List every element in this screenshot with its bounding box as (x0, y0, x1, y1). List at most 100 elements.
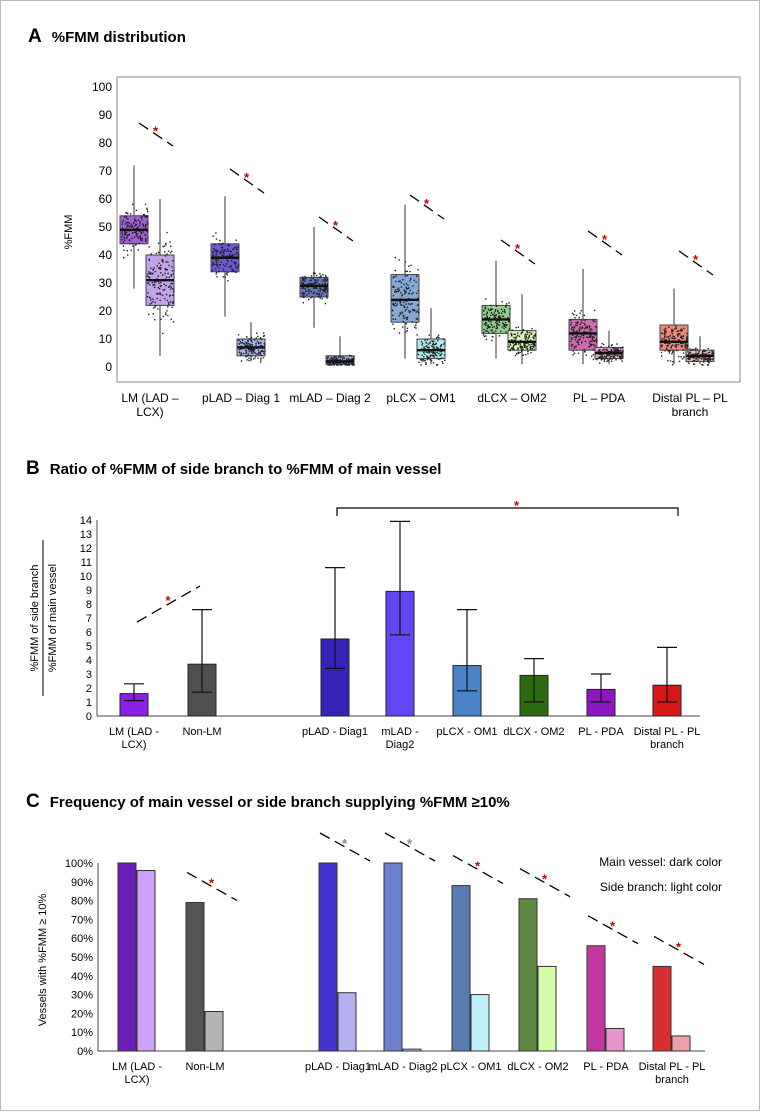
data-point (570, 321, 573, 324)
data-point (168, 276, 170, 278)
data-point (683, 355, 685, 358)
data-point (425, 362, 427, 364)
data-point (336, 359, 339, 361)
bar-main-vessel (451, 885, 471, 1052)
data-point (347, 358, 349, 360)
data-point (666, 336, 668, 338)
data-point (171, 266, 173, 268)
data-point (314, 272, 316, 275)
data-point (709, 360, 711, 362)
data-point (167, 314, 169, 317)
data-point (531, 348, 533, 350)
data-point (240, 360, 243, 362)
data-point (158, 251, 160, 254)
data-point (335, 359, 338, 361)
data-point (419, 359, 422, 361)
data-point (413, 279, 416, 282)
data-point (408, 287, 410, 289)
data-point (497, 310, 499, 313)
data-point (255, 344, 257, 346)
data-point (529, 347, 532, 349)
data-point (310, 275, 313, 277)
data-point (581, 319, 583, 322)
data-point (503, 327, 505, 330)
data-point (402, 320, 404, 323)
data-point (392, 276, 395, 279)
data-point (439, 357, 442, 360)
significance-asterisk: * (407, 836, 413, 851)
data-point (124, 223, 127, 225)
data-point (162, 261, 164, 263)
data-point (324, 288, 327, 291)
data-point (666, 344, 668, 347)
x-category-label: pLAD – Diag 1 (202, 391, 280, 405)
data-point (528, 335, 530, 338)
data-point (590, 344, 592, 347)
data-point (222, 264, 225, 266)
data-point (615, 348, 617, 350)
data-point (680, 328, 682, 331)
data-point (436, 357, 438, 360)
y-tick-label: 3 (86, 669, 92, 681)
box-main-vessel (568, 269, 598, 365)
data-point (502, 315, 504, 317)
data-point (403, 306, 406, 309)
data-point (695, 350, 697, 352)
data-point (160, 284, 162, 287)
data-point (399, 312, 401, 314)
data-point (485, 338, 488, 341)
data-point (329, 364, 331, 366)
data-point (400, 301, 402, 303)
data-point (399, 280, 401, 282)
data-point (434, 343, 436, 346)
data-point (487, 326, 490, 329)
data-point (217, 250, 219, 252)
data-point (435, 337, 438, 339)
data-point (576, 322, 579, 325)
data-point (123, 249, 125, 251)
data-point (335, 356, 337, 358)
data-point (421, 348, 423, 350)
data-point (708, 356, 711, 359)
data-point (300, 282, 303, 284)
data-point (215, 260, 217, 262)
data-point (513, 339, 515, 342)
data-point (703, 353, 705, 355)
data-point (162, 245, 164, 248)
data-point (259, 352, 262, 354)
data-point (122, 241, 125, 243)
data-point (237, 265, 239, 268)
data-point (223, 270, 225, 272)
data-point (416, 318, 419, 320)
data-point (141, 237, 143, 239)
y-axis-label: %FMM (63, 215, 75, 250)
bar-side-branch (470, 994, 490, 1052)
data-point (302, 296, 305, 299)
data-point (570, 324, 572, 326)
data-point (700, 357, 702, 359)
data-point (147, 282, 149, 285)
y-tick-label: 0 (86, 711, 92, 723)
data-point (517, 332, 519, 334)
data-point (133, 231, 136, 233)
data-point (159, 293, 162, 296)
data-point (418, 361, 420, 363)
data-point (495, 327, 497, 330)
y-tick-label: 10% (71, 1027, 93, 1039)
data-point (337, 359, 340, 361)
data-point (486, 311, 488, 313)
data-point (351, 364, 354, 366)
data-point (395, 280, 397, 283)
data-point (708, 351, 711, 354)
data-point (250, 348, 253, 351)
data-point (666, 342, 669, 344)
data-point (144, 238, 147, 240)
data-point (224, 276, 226, 279)
data-point (171, 306, 173, 309)
data-point (262, 332, 265, 334)
data-point (508, 339, 511, 342)
data-point (429, 341, 432, 343)
data-point (139, 238, 142, 240)
data-point (329, 358, 332, 360)
data-point (227, 255, 230, 257)
